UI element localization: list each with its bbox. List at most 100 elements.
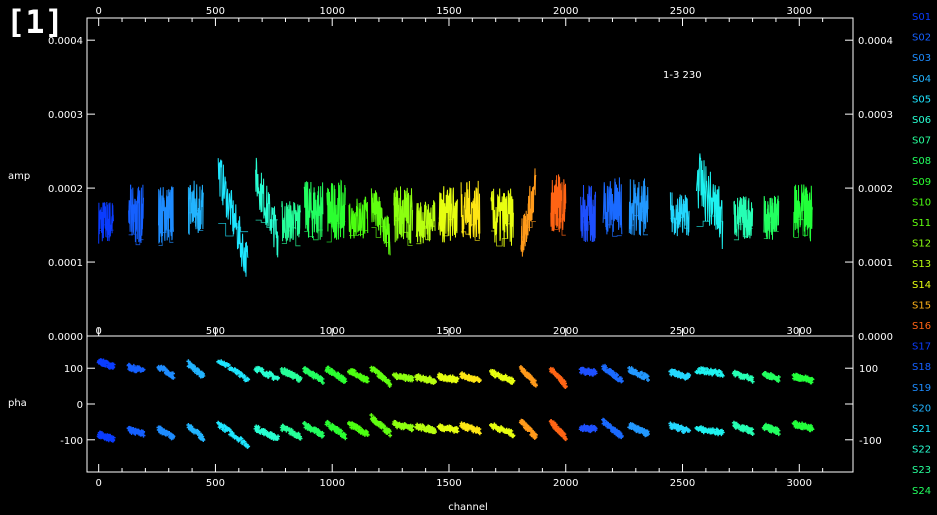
amp-axis-label: amp: [8, 171, 30, 182]
amp-top-x-tick-label: 2000: [553, 6, 578, 17]
amp-top-x-tick-label: 1000: [319, 6, 344, 17]
pha-series-S25-lower: [761, 422, 781, 437]
legend-entry-S15: S15: [912, 300, 931, 311]
amp-step-S08: [304, 229, 323, 241]
amp-y-tick-label-right: 0.0001: [858, 258, 893, 269]
amp-y-tick-label-right: 0.0003: [858, 110, 893, 121]
pha-series-S05-upper: [216, 359, 251, 383]
pha-y-tick-label-right: -100: [859, 436, 882, 447]
pha-series-S18-upper: [548, 366, 568, 389]
plot-annotation: 1-3 230: [663, 70, 702, 81]
pha-series-S15-upper: [459, 371, 482, 383]
legend-entry-S07: S07: [912, 136, 931, 147]
amp-inner-x-tick-label: 2500: [670, 326, 695, 337]
pha-series-S01-lower: [96, 430, 116, 443]
x-axis-label: channel: [448, 502, 488, 513]
amp-inner-x-tick-label: 3000: [787, 326, 812, 337]
pha-series-S13-upper: [414, 373, 437, 385]
amp-series-S04: [187, 180, 204, 235]
amp-step-S25: [763, 221, 779, 240]
pha-y-tick-label-right: 100: [859, 364, 878, 375]
pha-series-S02-lower: [126, 425, 146, 438]
pha-series-S14-upper: [436, 372, 460, 384]
pha-series-S03-upper: [156, 364, 176, 380]
pha-series-S10-lower: [347, 420, 370, 437]
pha-series-S20-lower: [601, 417, 624, 440]
amp-step-S26: [793, 218, 813, 238]
pha-series-S11-upper: [369, 365, 393, 388]
amp-top-x-tick-label: 0: [95, 6, 101, 17]
pha-series-S19-lower: [578, 423, 598, 434]
pha-series-S22-upper: [668, 368, 692, 381]
amp-plot-border: [86, 17, 854, 337]
amp-series-S05: [217, 158, 249, 277]
pha-series-S13-lower: [414, 422, 437, 435]
legend-entry-S11: S11: [912, 218, 931, 229]
pha-x-tick-label: 0: [95, 478, 101, 489]
amp-inner-x-tick-label: 2000: [553, 326, 578, 337]
legend-entry-S01: S01: [912, 12, 931, 23]
amp-series-S12: [393, 186, 414, 244]
legend-entry-S12: S12: [912, 239, 931, 250]
amp-step-S13: [416, 225, 435, 245]
amp-step-S04: [188, 210, 204, 231]
amp-y-tick-label: 0.0003: [48, 110, 83, 121]
amp-step-S23: [696, 215, 723, 227]
amp-step-S20: [603, 217, 622, 237]
amp-y-tick-label-right: 0.0000: [858, 332, 893, 343]
amp-top-x-tick-label: 3000: [787, 6, 812, 17]
legend-entry-S08: S08: [912, 156, 931, 167]
pha-series-S08-lower: [302, 421, 325, 439]
pha-panel-frame: 0 500 1000 1500 2000 2500 3000 -100 -100 0 100 100: [60, 335, 882, 489]
amp-series-S24: [733, 196, 754, 239]
pha-y-tick-label: 0: [77, 400, 83, 411]
pha-series-S19-upper: [578, 366, 598, 377]
legend-entry-S16: S16: [912, 321, 931, 332]
pha-series-S24-upper: [731, 369, 755, 384]
amp-y-tick-label: 0.0002: [48, 184, 83, 195]
pha-series-S09-upper: [324, 365, 348, 384]
amp-step-S06: [255, 219, 278, 228]
amp-panel-frame: 0 0 500 500 1000 1000 1500 1500 2000 2000 2500 2500…: [48, 6, 893, 343]
legend: S01 S02 S03 S04 S05 S06 S07 S08 S09 S10 S11 S12 S13 S…: [912, 12, 931, 497]
amp-step-S07: [281, 227, 301, 247]
pha-x-tick-label: 1500: [436, 478, 461, 489]
amp-series-S16: [490, 188, 514, 247]
legend-entry-S17: S17: [912, 342, 931, 353]
amp-series-S02: [128, 184, 144, 244]
amp-step-S22: [670, 216, 690, 229]
amp-series-S18: [550, 174, 567, 233]
pha-series-S26-lower: [791, 420, 815, 433]
amp-top-x-tick-label: 2500: [670, 6, 695, 17]
amp-step-S02: [128, 233, 144, 246]
pha-x-tick-label: 2000: [553, 478, 578, 489]
pha-x-tick-label: 3000: [787, 478, 812, 489]
amp-step-S09: [326, 220, 346, 243]
amp-inner-x-tick-label: 1500: [436, 326, 461, 337]
legend-entry-S09: S09: [912, 177, 931, 188]
legend-entry-S18: S18: [912, 362, 931, 373]
amp-series-S08: [303, 181, 324, 240]
pha-series-S12-upper: [391, 372, 415, 383]
pha-series-S07-lower: [279, 423, 303, 441]
legend-entry-S20: S20: [912, 403, 931, 414]
pha-series-S25-upper: [761, 371, 781, 383]
pha-series-S26-upper: [791, 372, 815, 385]
amp-inner-x-tick-label: 0: [95, 326, 101, 337]
amp-series-S20: [602, 177, 623, 235]
pha-series-S06-upper: [253, 365, 280, 381]
pha-y-tick-label: -100: [60, 436, 83, 447]
legend-entry-S02: S02: [912, 33, 931, 44]
pha-series-S07-upper: [279, 367, 303, 383]
pha-series-S17-upper: [518, 365, 538, 388]
legend-entry-S24: S24: [912, 486, 931, 497]
pha-y-tick-label: 100: [64, 364, 83, 375]
legend-entry-S23: S23: [912, 465, 931, 476]
pha-series-S24-lower: [731, 420, 755, 436]
pha-series-S23-lower: [694, 425, 725, 437]
pha-series-S21-lower: [627, 422, 650, 438]
legend-entry-S05: S05: [912, 94, 931, 105]
amp-series-group: [98, 153, 813, 277]
amp-series-S25: [763, 195, 780, 240]
